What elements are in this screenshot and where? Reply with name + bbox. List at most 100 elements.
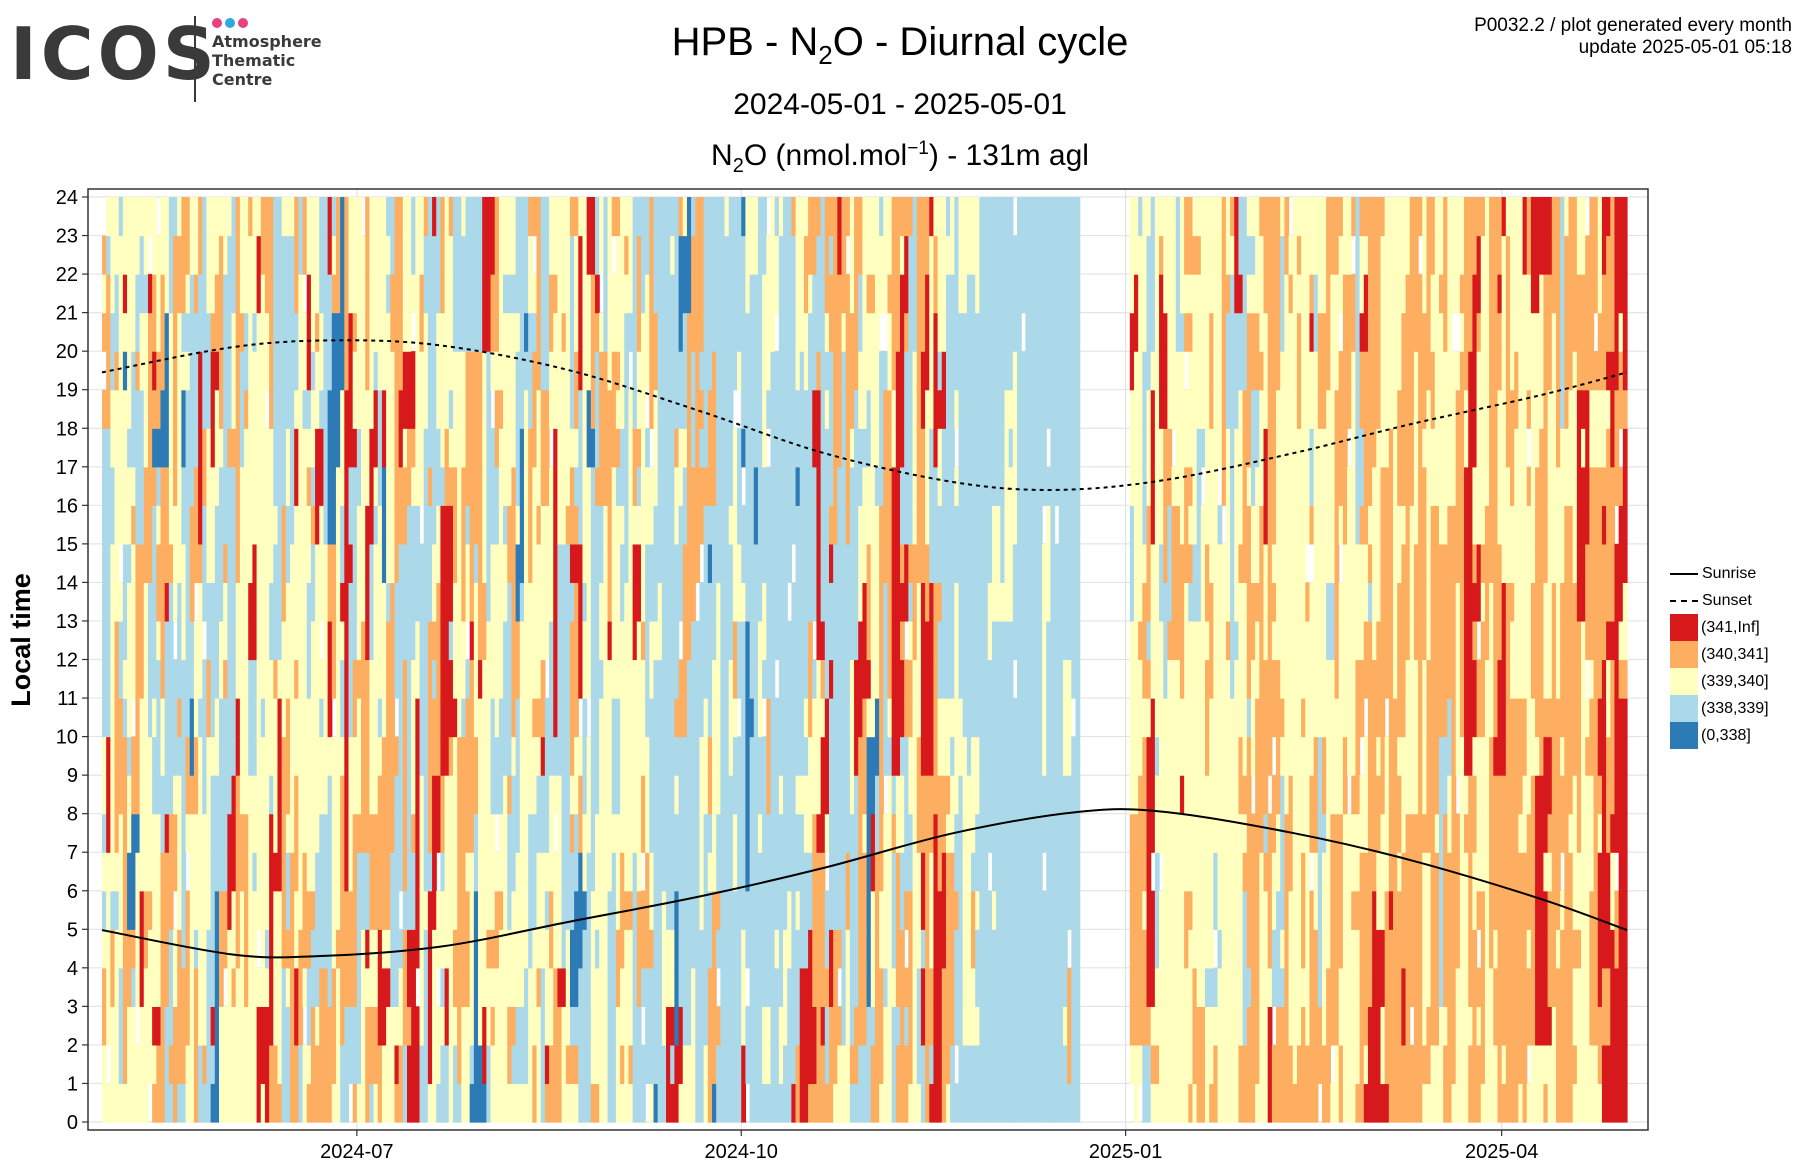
heatmap-cell: [373, 543, 379, 584]
heatmap-cell: [427, 466, 433, 506]
heatmap-cell: [381, 813, 387, 853]
heatmap-cell: [302, 890, 308, 930]
heatmap-cell: [198, 543, 203, 584]
heatmap-cell: [298, 312, 304, 352]
heatmap-cell: [695, 505, 701, 545]
heatmap-cell: [273, 389, 279, 429]
heatmap-cell: [774, 505, 780, 545]
heatmap-cell: [611, 967, 617, 1007]
heatmap-cell: [427, 1044, 433, 1085]
heatmap-cell: [945, 659, 951, 699]
heatmap-cell: [436, 197, 442, 237]
heatmap-cell: [615, 736, 621, 776]
heatmap-cell: [783, 428, 788, 468]
heatmap-cell: [549, 698, 554, 738]
heatmap-cell: [728, 428, 734, 468]
heatmap-cell: [799, 890, 805, 930]
heatmap-cell: [879, 197, 884, 237]
heatmap-cell: [707, 1044, 713, 1085]
heatmap-cell: [177, 197, 182, 237]
heatmap-cell: [277, 659, 283, 699]
heatmap-cell: [912, 582, 918, 622]
heatmap-cell: [507, 890, 513, 930]
heatmap-cell: [866, 505, 872, 545]
heatmap-cell: [707, 890, 713, 930]
heatmap-cell: [716, 582, 721, 622]
heatmap-cell: [139, 543, 145, 584]
heatmap-cell: [277, 428, 283, 468]
heatmap-cell: [214, 813, 220, 853]
heatmap-cell: [720, 466, 726, 506]
heatmap-cell: [490, 813, 496, 853]
heatmap-cell: [256, 543, 262, 584]
heatmap-cell: [348, 736, 354, 776]
heatmap-cell: [795, 351, 801, 391]
heatmap-cell: [231, 235, 237, 275]
heatmap-cell: [908, 929, 914, 969]
heatmap-cell: [143, 543, 149, 584]
heatmap-cell: [344, 775, 350, 815]
heatmap-cell: [766, 466, 772, 506]
heatmap-cell: [411, 466, 416, 506]
heatmap-cell: [260, 389, 266, 429]
heatmap-cell: [595, 890, 600, 930]
heatmap-cell: [849, 852, 855, 892]
heatmap-cell: [440, 852, 446, 892]
heatmap-cell: [411, 698, 416, 738]
heatmap-cell: [661, 620, 667, 661]
heatmap-cell: [707, 389, 713, 429]
heatmap-cell: [519, 659, 525, 699]
heatmap-cell: [335, 197, 341, 237]
heatmap-cell: [870, 775, 876, 815]
heatmap-cell: [407, 698, 412, 738]
heatmap-cell: [887, 274, 893, 314]
heatmap-cell: [720, 775, 726, 815]
heatmap-cell: [762, 582, 767, 622]
heatmap-cell: [127, 929, 132, 969]
heatmap-cell: [381, 235, 387, 275]
heatmap-cell: [611, 582, 617, 622]
heatmap-cell: [352, 1006, 358, 1046]
heatmap-cell: [720, 929, 726, 969]
heatmap-cell: [808, 235, 813, 275]
heatmap-cell: [816, 620, 822, 661]
heatmap-cell: [699, 698, 705, 738]
heatmap-cell: [787, 890, 792, 930]
heatmap-cell: [707, 235, 713, 275]
heatmap-cell: [749, 466, 755, 506]
heatmap-cell: [168, 1044, 174, 1085]
heatmap-cell: [298, 736, 304, 776]
heatmap-cell: [544, 582, 550, 622]
heatmap-cell: [394, 1006, 400, 1046]
heatmap-cell: [319, 312, 325, 352]
heatmap-cell: [569, 1006, 575, 1046]
heatmap-cell: [728, 736, 734, 776]
heatmap-cell: [971, 1006, 976, 1046]
heatmap-cell: [954, 235, 960, 275]
heatmap-cell: [900, 929, 905, 969]
heatmap-cell: [536, 1044, 542, 1085]
heatmap-cell: [273, 1006, 279, 1046]
heatmap-cell: [386, 582, 391, 622]
heatmap-cell: [244, 543, 249, 584]
heatmap-cell: [603, 582, 609, 622]
heatmap-cell: [874, 659, 880, 699]
heatmap-cell: [285, 351, 291, 391]
heatmap-cell: [945, 428, 951, 468]
heatmap-cell: [198, 505, 203, 545]
heatmap-cell: [498, 620, 504, 661]
heatmap-cell: [682, 351, 688, 391]
heatmap-cell: [691, 698, 696, 738]
heatmap-cell: [185, 1083, 191, 1123]
heatmap-cell: [507, 197, 513, 237]
heatmap-cell: [891, 235, 897, 275]
heatmap-cell: [728, 659, 734, 699]
heatmap-cell: [198, 736, 203, 776]
heatmap-cell: [691, 1044, 696, 1085]
heatmap-cell: [820, 852, 826, 892]
heatmap-cell: [285, 813, 291, 853]
heatmap-cell: [407, 1083, 412, 1123]
heatmap-cell: [653, 351, 659, 391]
heatmap-cell: [122, 274, 128, 314]
heatmap-cell: [954, 620, 960, 661]
